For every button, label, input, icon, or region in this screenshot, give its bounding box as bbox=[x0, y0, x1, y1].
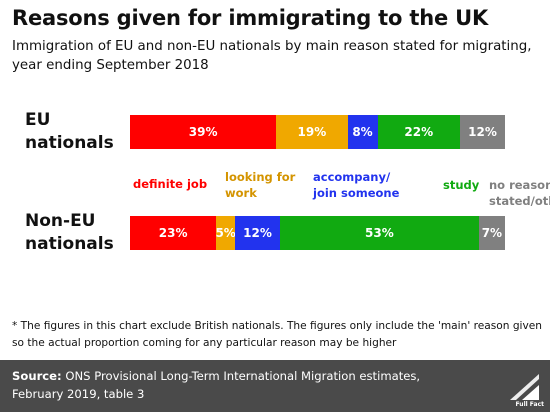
category-label-line: work bbox=[225, 186, 257, 200]
bar-segment-definite-job: 23% bbox=[130, 216, 217, 250]
bar-value-label: 5% bbox=[215, 226, 236, 240]
bar-segment-study: 22% bbox=[377, 115, 460, 149]
bar-segment-study: 53% bbox=[280, 216, 479, 250]
source-body: ONS Provisional Long-Term International … bbox=[12, 369, 421, 401]
category-label-no-reason: no reason stated/other bbox=[489, 177, 550, 209]
chart-subtitle: Immigration of EU and non-EU nationals b… bbox=[12, 39, 532, 73]
footnote: * The figures in this chart exclude Brit… bbox=[12, 320, 542, 349]
category-label-line: looking for bbox=[225, 170, 296, 184]
bar-value-label: 53% bbox=[365, 226, 394, 240]
full-fact-logo-icon bbox=[510, 374, 539, 400]
bar-value-label: 7% bbox=[481, 226, 503, 240]
bar-non-eu-nationals: 23% 5% 12% 53% 7% bbox=[130, 216, 505, 250]
category-label-definite-job: definite job bbox=[133, 176, 207, 192]
category-label-looking-for-work: looking for work bbox=[225, 169, 295, 201]
bar-segment-looking-for-work: 5% bbox=[215, 216, 236, 250]
group-label-line: EU bbox=[25, 110, 51, 130]
group-label-line: nationals bbox=[25, 234, 114, 254]
category-label-line: study bbox=[443, 178, 480, 192]
bar-value-label: 22% bbox=[404, 125, 434, 139]
logo-text: Full Fact bbox=[515, 401, 545, 408]
category-label-line: definite job bbox=[133, 177, 208, 191]
bar-value-label: 12% bbox=[468, 125, 497, 139]
chart-title: Reasons given for immigrating to the UK bbox=[12, 6, 489, 30]
bar-value-label: 8% bbox=[352, 125, 373, 139]
bar-value-label: 39% bbox=[188, 125, 218, 139]
bar-segment-accompany-join-someone: 12% bbox=[235, 216, 280, 250]
bar-segment-accompany-join-someone: 8% bbox=[347, 115, 378, 149]
bar-segment-no-reason-stated-other: 12% bbox=[460, 115, 505, 149]
bar-segment-no-reason-stated-other: 7% bbox=[478, 216, 505, 250]
bar-segment-looking-for-work: 19% bbox=[276, 115, 348, 149]
category-label-accompany: accompany/ join someone bbox=[313, 169, 399, 201]
category-label-study: study bbox=[443, 177, 479, 193]
group-label-eu: EU nationals bbox=[25, 109, 114, 155]
bar-value-label: 12% bbox=[243, 226, 272, 240]
category-label-line: accompany/ bbox=[313, 170, 391, 184]
source-band: Source: ONS Provisional Long-Term Intern… bbox=[0, 360, 550, 412]
category-label-line: join someone bbox=[313, 186, 400, 200]
bar-segment-definite-job: 39% bbox=[130, 115, 277, 149]
group-label-line: nationals bbox=[25, 133, 114, 153]
source-text: Source: ONS Provisional Long-Term Intern… bbox=[12, 367, 472, 403]
bar-eu-nationals: 39% 19% 8% 22% 12% bbox=[130, 115, 505, 149]
source-label: Source: bbox=[12, 369, 62, 383]
bar-value-label: 23% bbox=[158, 226, 188, 240]
group-label-line: Non-EU bbox=[25, 211, 96, 231]
bar-value-label: 19% bbox=[297, 125, 327, 139]
group-label-non-eu: Non-EU nationals bbox=[25, 210, 114, 256]
category-label-line: no reason bbox=[489, 178, 550, 192]
category-label-line: stated/other bbox=[489, 194, 550, 208]
